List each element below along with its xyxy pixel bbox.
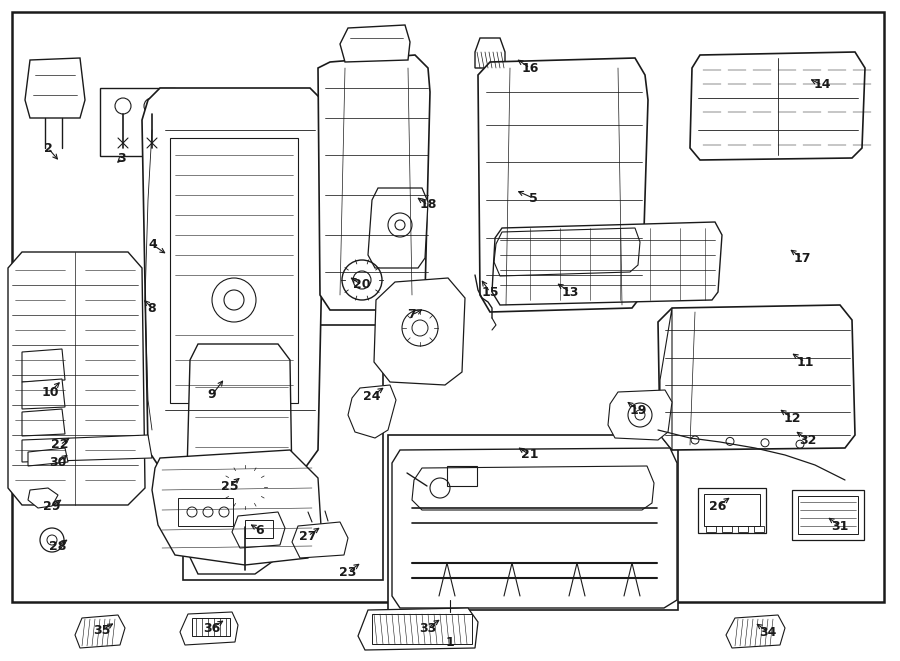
Polygon shape (75, 615, 125, 648)
Bar (706, 526, 716, 532)
Bar (722, 526, 732, 532)
Bar (100, 88, 175, 156)
Text: 17: 17 (793, 251, 811, 264)
Polygon shape (22, 349, 65, 382)
Polygon shape (152, 450, 322, 565)
Text: 11: 11 (796, 356, 814, 368)
Text: 24: 24 (364, 389, 381, 403)
Text: 22: 22 (51, 438, 68, 451)
Bar (754, 526, 764, 532)
Polygon shape (492, 222, 722, 305)
Text: 1: 1 (446, 635, 454, 648)
Bar (798, 496, 858, 534)
Text: 30: 30 (50, 455, 67, 469)
Text: 19: 19 (629, 403, 647, 416)
Text: 16: 16 (521, 61, 539, 75)
Text: 29: 29 (43, 500, 60, 512)
Polygon shape (348, 385, 396, 438)
Text: 6: 6 (256, 524, 265, 537)
Text: 9: 9 (208, 389, 216, 401)
Polygon shape (608, 390, 672, 440)
Bar (704, 494, 760, 526)
Polygon shape (392, 448, 677, 608)
Bar (183, 325, 383, 580)
Polygon shape (658, 305, 855, 450)
Text: 14: 14 (814, 79, 831, 91)
Polygon shape (22, 379, 65, 409)
Polygon shape (318, 55, 430, 310)
Text: 8: 8 (148, 301, 157, 315)
Text: 31: 31 (832, 520, 849, 533)
Polygon shape (180, 612, 238, 645)
Polygon shape (368, 188, 428, 268)
Bar (792, 490, 864, 540)
Polygon shape (22, 409, 65, 436)
Text: 28: 28 (50, 539, 67, 553)
Bar (388, 435, 678, 610)
Polygon shape (22, 435, 152, 462)
Polygon shape (185, 344, 293, 574)
Text: 32: 32 (799, 434, 816, 446)
Bar (178, 498, 233, 526)
Text: 21: 21 (521, 449, 539, 461)
Bar (372, 614, 472, 644)
Text: 7: 7 (408, 309, 417, 321)
Bar (170, 138, 298, 403)
Text: 18: 18 (419, 198, 436, 212)
Text: 27: 27 (299, 529, 317, 543)
Text: 10: 10 (41, 385, 58, 399)
Polygon shape (292, 522, 348, 558)
Polygon shape (8, 252, 145, 505)
Polygon shape (475, 38, 505, 68)
Bar (192, 618, 230, 636)
Bar (698, 488, 766, 533)
Text: 26: 26 (709, 500, 726, 512)
Text: 23: 23 (339, 566, 356, 578)
Text: 2: 2 (43, 141, 52, 155)
Polygon shape (232, 512, 285, 548)
Polygon shape (690, 52, 865, 160)
Bar (738, 526, 748, 532)
Polygon shape (478, 58, 648, 312)
Polygon shape (25, 58, 85, 118)
Text: 4: 4 (148, 239, 157, 251)
Text: 36: 36 (203, 621, 220, 635)
Text: 20: 20 (353, 278, 371, 292)
Text: 15: 15 (482, 286, 499, 299)
Bar (447, 466, 477, 486)
Bar (245, 520, 273, 538)
Polygon shape (142, 88, 325, 468)
Polygon shape (358, 608, 478, 650)
Polygon shape (726, 615, 785, 648)
Text: 12: 12 (783, 412, 801, 424)
Text: 5: 5 (528, 192, 537, 204)
Text: 3: 3 (118, 151, 126, 165)
Polygon shape (660, 308, 672, 450)
Polygon shape (340, 25, 410, 62)
Text: 13: 13 (562, 286, 579, 299)
Text: 35: 35 (94, 623, 111, 637)
Polygon shape (28, 488, 58, 508)
Text: 25: 25 (221, 479, 239, 492)
Bar (12, 12, 884, 602)
Text: 34: 34 (760, 625, 777, 639)
Polygon shape (374, 278, 465, 385)
Bar (215, 390, 253, 408)
Text: 33: 33 (419, 621, 436, 635)
Polygon shape (28, 448, 68, 466)
